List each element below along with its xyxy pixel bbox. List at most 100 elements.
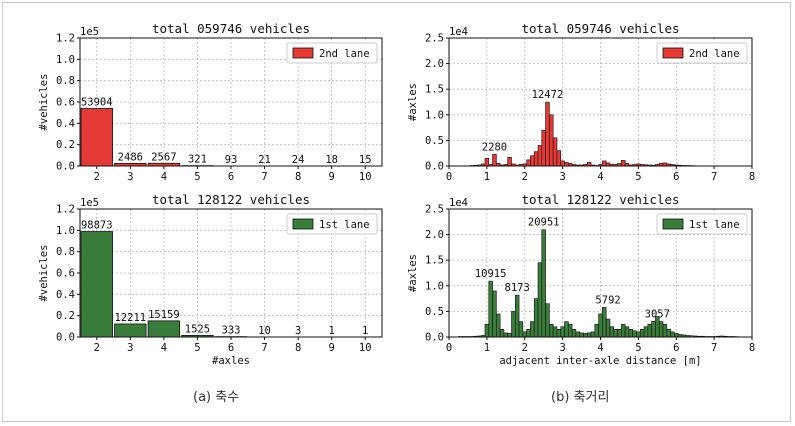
legend: 1st lane xyxy=(656,213,748,235)
y-tick-label: 0.2 xyxy=(56,139,75,151)
histogram-bar xyxy=(621,323,626,338)
annotation-label: 5792 xyxy=(595,294,620,306)
data-label: 21 xyxy=(258,154,271,166)
x-tick-label: 7 xyxy=(711,342,717,354)
chart-title: total 059746 vehicles xyxy=(521,21,679,36)
histogram-bar xyxy=(484,323,490,338)
annotation-label: 20951 xyxy=(528,217,560,229)
histogram-bar xyxy=(605,318,611,338)
annotation-label: 2280 xyxy=(482,141,507,153)
data-label: 15 xyxy=(359,154,372,166)
histogram-bar xyxy=(552,326,558,338)
data-label: 1525 xyxy=(185,323,210,335)
y-tick-label: 0.0 xyxy=(425,332,444,344)
data-label: 2486 xyxy=(118,151,143,163)
y-axis-label: #vehicles xyxy=(38,245,50,302)
data-label: 93 xyxy=(225,154,238,166)
histogram-bar xyxy=(609,326,615,338)
y-exponent: 1e4 xyxy=(449,26,468,38)
histogram-bar xyxy=(643,326,649,338)
y-tick-label: 1.0 xyxy=(56,54,75,66)
annotation-label: 3057 xyxy=(645,308,670,320)
histogram-bar xyxy=(670,331,675,338)
histogram-bar xyxy=(568,323,573,338)
x-tick-label: 8 xyxy=(295,342,301,354)
y-tick-label: 0.6 xyxy=(56,268,75,280)
bar-2 xyxy=(80,231,113,338)
y-tick-label: 2.0 xyxy=(425,58,444,70)
x-tick-label: 2 xyxy=(522,342,528,354)
y-tick-label: 0.0 xyxy=(425,161,444,173)
histogram-bar xyxy=(613,329,618,338)
histogram-bar xyxy=(545,101,550,167)
histogram-bar xyxy=(545,303,550,338)
data-label: 24 xyxy=(292,154,305,166)
histogram-bar xyxy=(621,160,626,167)
bar-4 xyxy=(147,320,181,338)
y-tick-label: 0.4 xyxy=(56,289,75,301)
histogram-bar xyxy=(571,329,577,338)
x-tick-label: 4 xyxy=(161,171,167,183)
x-tick-label: 10 xyxy=(359,171,372,183)
data-label: 98873 xyxy=(81,220,113,232)
x-tick-label: 0 xyxy=(446,171,452,183)
x-tick-label: 9 xyxy=(329,342,335,354)
data-label: 15159 xyxy=(148,309,180,321)
histogram-bar xyxy=(617,329,622,338)
chart-title: total 128122 vehicles xyxy=(521,192,679,207)
histogram-bar xyxy=(556,329,562,338)
y-tick-label: 0.4 xyxy=(56,118,75,130)
histogram-bar xyxy=(549,323,554,338)
data-label: 1 xyxy=(362,325,368,337)
x-tick-label: 6 xyxy=(673,171,679,183)
legend-label: 2nd lane xyxy=(689,48,740,60)
data-label: 2567 xyxy=(151,151,176,163)
caption-right: (b) 축거리 xyxy=(551,390,610,405)
histogram-bar xyxy=(552,137,558,167)
histogram-bar xyxy=(579,332,584,338)
histogram-bar xyxy=(507,333,512,338)
x-tick-label: 2 xyxy=(94,171,100,183)
histogram-bar xyxy=(507,156,512,167)
histogram-bar xyxy=(666,329,671,338)
histogram-bar xyxy=(560,326,565,338)
y-tick-label: 1.5 xyxy=(425,255,444,267)
bar-3 xyxy=(114,323,147,338)
x-tick-label: 4 xyxy=(161,342,167,354)
histogram-bar xyxy=(492,290,497,338)
histogram-bar xyxy=(636,331,641,338)
y-tick-label: 2.5 xyxy=(425,204,444,216)
x-tick-label: 3 xyxy=(559,171,565,183)
legend-label: 1st lane xyxy=(689,219,740,231)
data-label: 1 xyxy=(329,325,335,337)
histogram-bar xyxy=(537,145,543,167)
chart-b1: 2280 12472 0.0 0.5 1.0 1.5 2.0 2.5 0 1 2 3 4 5 6 7 8 1e4 t… xyxy=(407,21,755,183)
histogram-bar xyxy=(658,321,664,338)
annotation-label: 8173 xyxy=(505,282,530,294)
data-label: 18 xyxy=(325,154,338,166)
histogram-bar xyxy=(537,262,543,338)
histogram-bar xyxy=(560,160,565,167)
legend-swatch xyxy=(662,218,684,230)
histogram-bar xyxy=(522,331,527,338)
y-tick-label: 1.0 xyxy=(425,280,444,292)
x-axis-label: #axles xyxy=(212,355,250,367)
data-label: 53904 xyxy=(81,97,113,109)
legend-label: 2nd lane xyxy=(319,48,370,60)
histogram-bar xyxy=(503,332,509,338)
y-tick-label: 0.6 xyxy=(56,97,75,109)
histogram-bar xyxy=(586,332,592,338)
legend-swatch xyxy=(662,47,684,59)
histogram-bar xyxy=(541,229,546,338)
x-tick-label: 6 xyxy=(228,171,234,183)
histogram-bar xyxy=(533,151,539,167)
y-tick-label: 0.5 xyxy=(425,306,444,318)
histogram-bar xyxy=(533,298,539,338)
histogram-bar xyxy=(628,329,633,338)
y-tick-label: 1.0 xyxy=(425,109,444,121)
histogram-bar xyxy=(639,329,645,338)
histogram-bar xyxy=(602,307,607,338)
x-tick-label: 8 xyxy=(749,342,755,354)
